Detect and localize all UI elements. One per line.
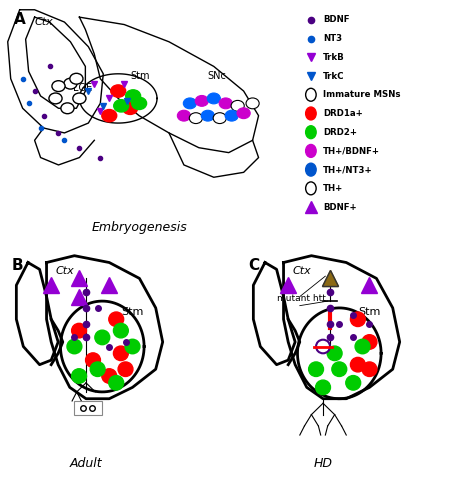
Text: mutant htt: mutant htt [277, 294, 326, 303]
Text: HD: HD [313, 457, 333, 470]
Circle shape [70, 73, 83, 84]
Circle shape [231, 100, 244, 111]
Text: BDNF: BDNF [323, 15, 350, 24]
Circle shape [72, 369, 86, 384]
Circle shape [113, 323, 128, 338]
Circle shape [306, 144, 316, 157]
Circle shape [118, 362, 133, 376]
Circle shape [52, 81, 65, 92]
Circle shape [346, 376, 361, 390]
Circle shape [177, 110, 191, 121]
Circle shape [306, 126, 316, 139]
Circle shape [189, 113, 202, 124]
Text: A: A [14, 12, 26, 27]
Circle shape [219, 98, 232, 109]
Circle shape [306, 107, 316, 120]
Circle shape [195, 96, 209, 106]
Circle shape [183, 98, 196, 109]
Text: Ctx: Ctx [293, 266, 311, 276]
Circle shape [350, 357, 365, 372]
Circle shape [306, 163, 316, 176]
Circle shape [126, 90, 141, 102]
Circle shape [73, 93, 86, 104]
Bar [74, 401, 102, 414]
Text: Embryogenesis: Embryogenesis [91, 221, 187, 234]
Circle shape [316, 340, 330, 354]
Circle shape [86, 353, 100, 368]
Text: TH+/BDNF+: TH+/BDNF+ [323, 146, 380, 156]
Text: LGE: LGE [73, 83, 92, 93]
Circle shape [316, 380, 330, 395]
Circle shape [332, 362, 346, 376]
Text: TH+: TH+ [323, 184, 344, 193]
Text: Stm: Stm [121, 307, 143, 317]
Text: NT3: NT3 [323, 34, 342, 43]
Circle shape [111, 85, 126, 97]
Circle shape [72, 323, 86, 338]
Circle shape [95, 330, 109, 345]
Text: TrkB: TrkB [323, 53, 345, 62]
Circle shape [306, 182, 316, 195]
Text: BDNF+: BDNF+ [323, 202, 357, 212]
Circle shape [362, 362, 377, 376]
Circle shape [306, 88, 316, 101]
Circle shape [114, 99, 128, 112]
Circle shape [350, 312, 365, 327]
Text: Adult: Adult [70, 457, 102, 470]
Text: Immature MSNs: Immature MSNs [323, 90, 401, 99]
Text: TrkC: TrkC [323, 71, 345, 81]
Circle shape [67, 339, 82, 354]
Circle shape [207, 93, 220, 104]
Circle shape [125, 339, 140, 354]
Circle shape [102, 369, 117, 384]
Circle shape [123, 102, 137, 114]
Circle shape [109, 312, 124, 327]
Circle shape [132, 97, 146, 110]
Circle shape [237, 108, 250, 119]
Circle shape [309, 362, 323, 376]
Circle shape [355, 339, 370, 354]
Circle shape [113, 346, 128, 361]
Circle shape [362, 335, 377, 349]
Text: TH+/NT3+: TH+/NT3+ [323, 165, 373, 174]
Text: C: C [249, 258, 260, 273]
Circle shape [246, 98, 259, 109]
Circle shape [327, 346, 342, 361]
Circle shape [213, 113, 226, 124]
Circle shape [49, 93, 62, 104]
Circle shape [109, 376, 124, 390]
Text: B: B [12, 258, 23, 273]
Text: Stm: Stm [358, 307, 380, 317]
Text: Stm: Stm [130, 71, 150, 81]
Circle shape [225, 110, 238, 121]
Text: DRD2+: DRD2+ [323, 128, 357, 137]
Text: DRD1a+: DRD1a+ [323, 109, 363, 118]
Text: Ctx: Ctx [35, 16, 54, 27]
Circle shape [61, 103, 74, 114]
Circle shape [64, 78, 77, 89]
Circle shape [201, 110, 214, 121]
Text: SNc: SNc [208, 71, 227, 81]
Text: Ctx: Ctx [56, 266, 74, 276]
Circle shape [102, 110, 117, 122]
Circle shape [90, 362, 105, 376]
